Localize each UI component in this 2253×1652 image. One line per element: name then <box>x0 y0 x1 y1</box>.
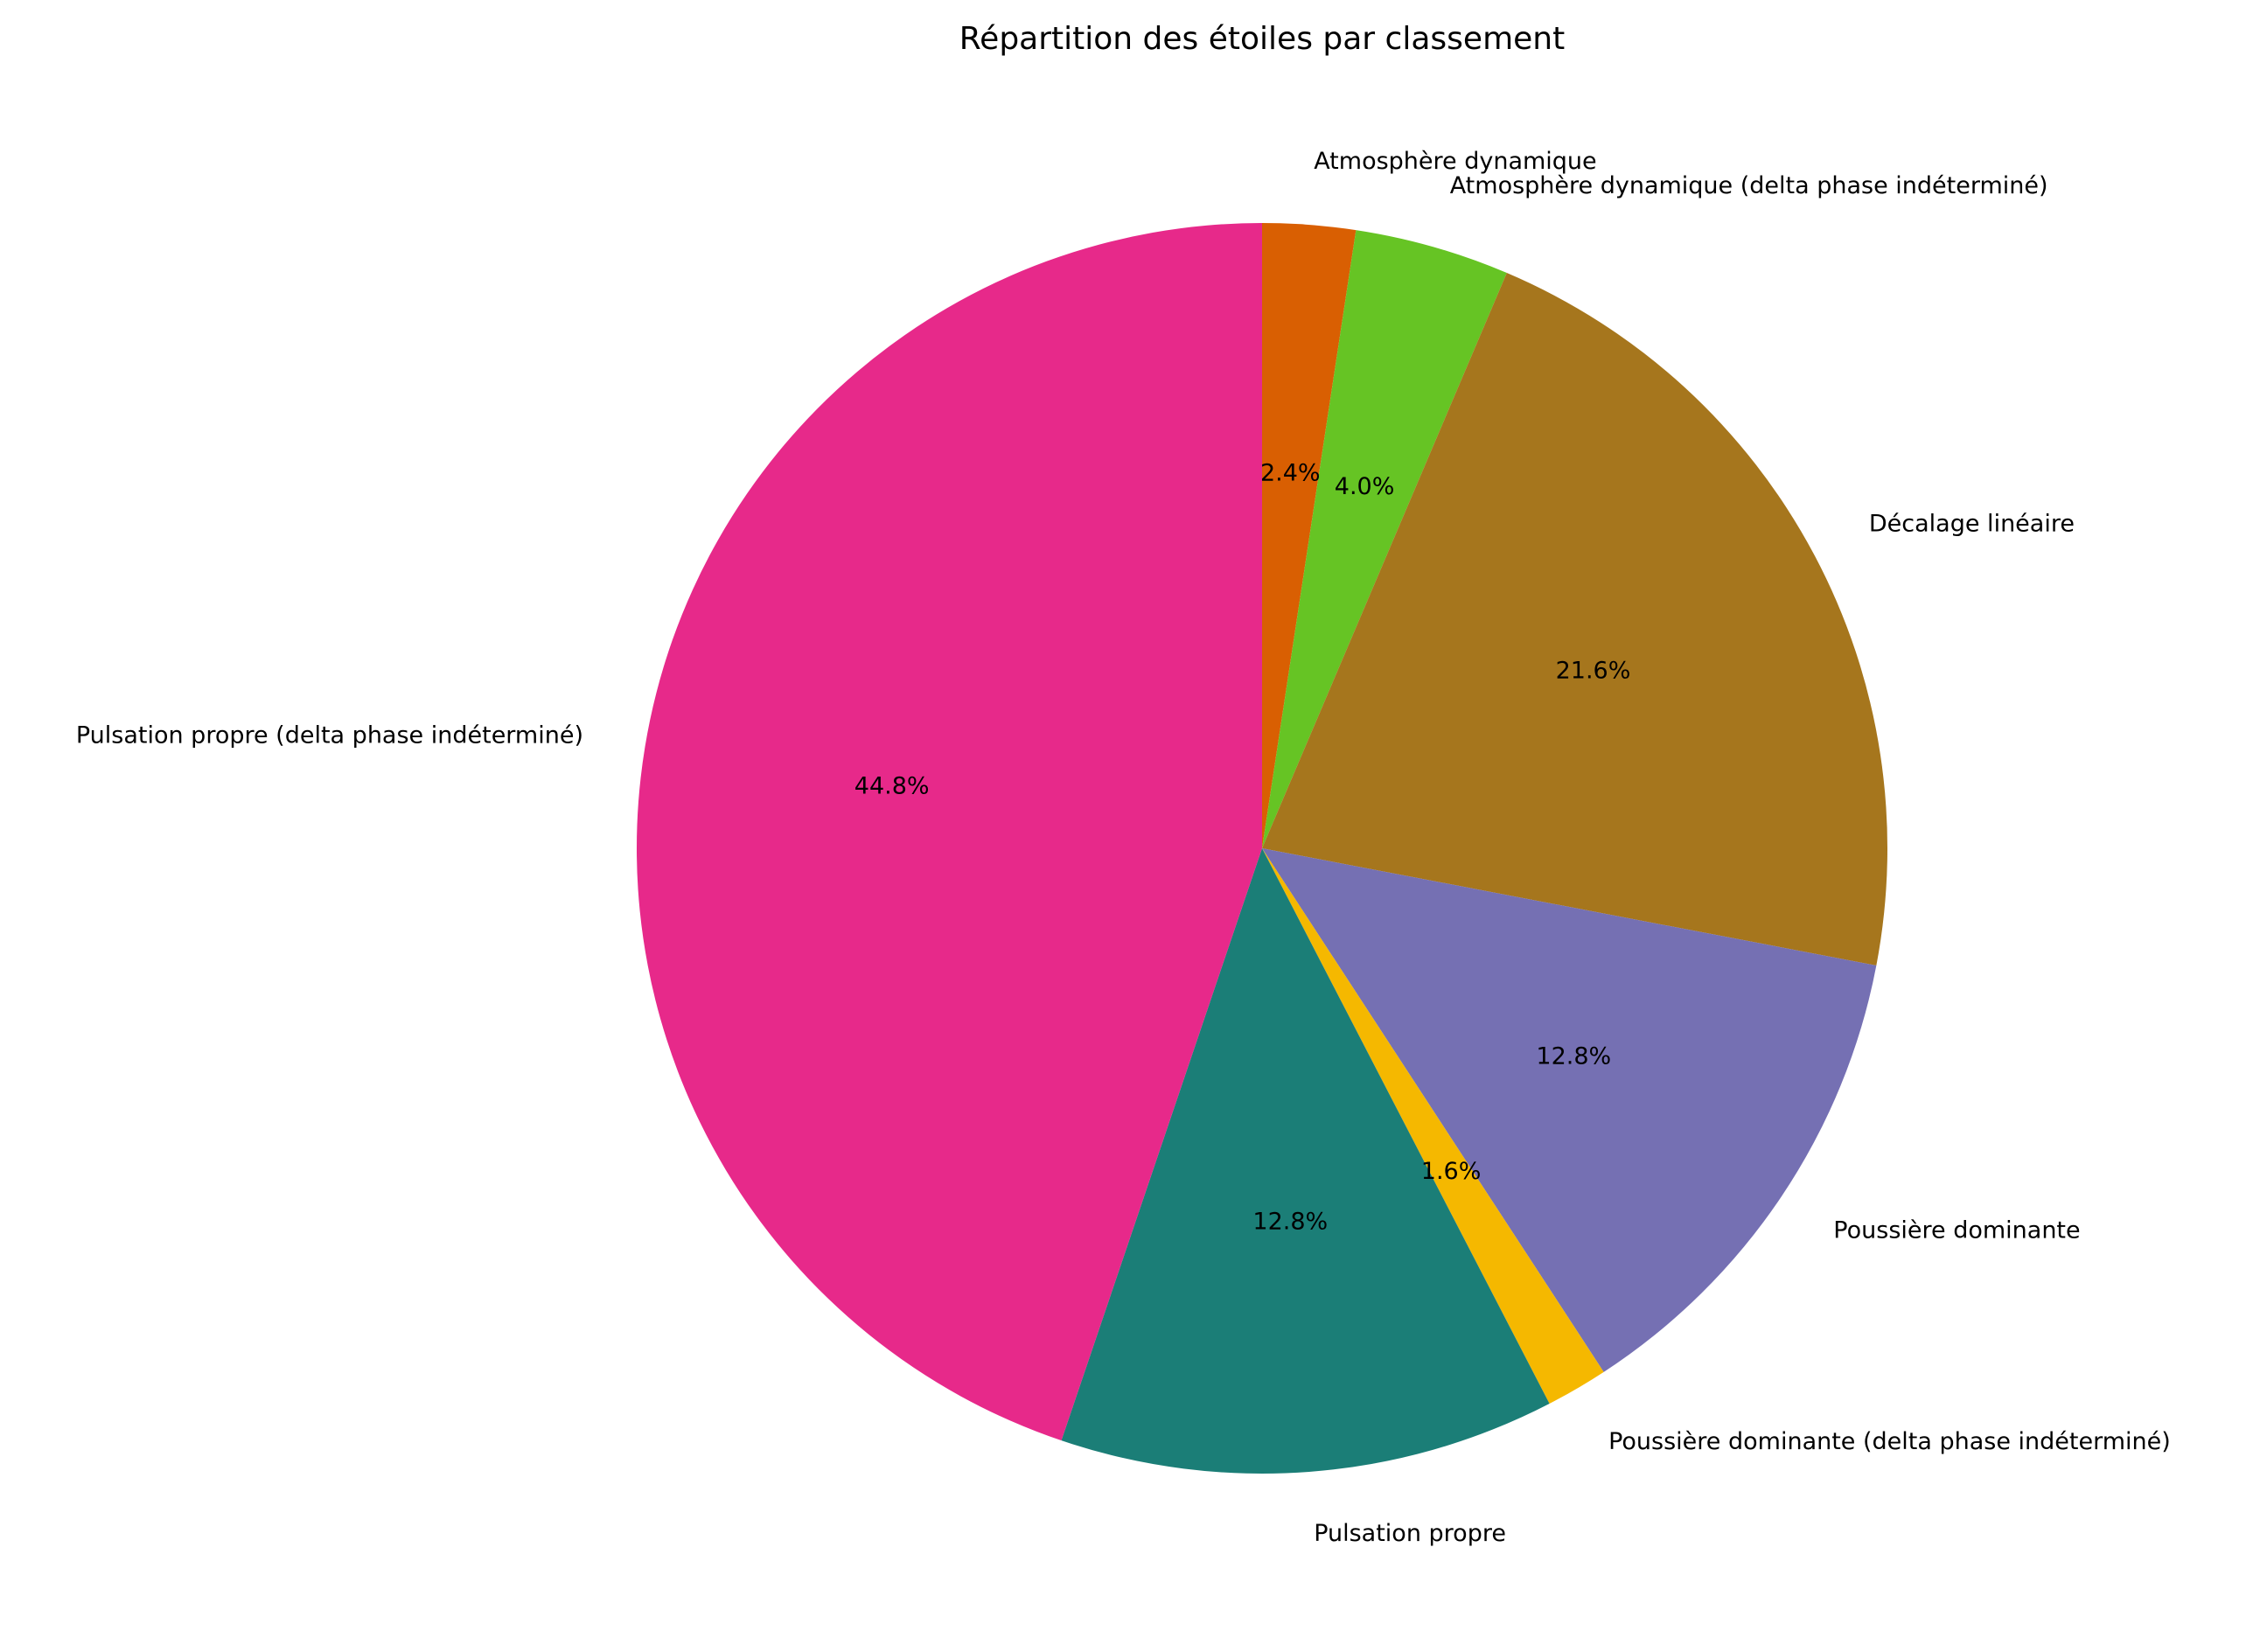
percent-labels: 2.4% 4.0% 21.6% 12.8% 1.6% 12.8% 44.8% <box>854 460 1631 1236</box>
slice-label: Pulsation propre <box>1314 1520 1506 1547</box>
pie-slice <box>1262 848 1604 1405</box>
pie-slice <box>1262 230 1507 848</box>
percent-label: 21.6% <box>1556 658 1631 685</box>
slice-label: Poussière dominante (delta phase indéter… <box>1608 1428 2171 1455</box>
pie-slice <box>636 223 1262 1441</box>
slice-label: Atmosphère dynamique (delta phase indéte… <box>1450 172 2048 199</box>
pie-slice <box>1061 848 1550 1474</box>
chart-title: Répartition des étoiles par classement <box>959 21 1565 57</box>
pie-slices <box>636 223 1888 1474</box>
slice-label: Atmosphère dynamique <box>1314 148 1596 175</box>
slice-label: Décalage linéaire <box>1869 510 2075 537</box>
slice-label: Pulsation propre (delta phase indétermin… <box>76 722 583 749</box>
pie-slice <box>1262 273 1888 965</box>
pie-slice <box>1262 223 1357 848</box>
slice-label: Poussière dominante <box>1833 1217 2080 1244</box>
percent-label: 1.6% <box>1421 1158 1482 1185</box>
percent-label: 12.8% <box>1536 1042 1611 1070</box>
percent-label: 44.8% <box>854 773 930 800</box>
percent-label: 4.0% <box>1335 473 1395 500</box>
percent-label: 2.4% <box>1260 460 1321 487</box>
percent-label: 12.8% <box>1252 1208 1328 1235</box>
pie-slice <box>1262 848 1877 1372</box>
